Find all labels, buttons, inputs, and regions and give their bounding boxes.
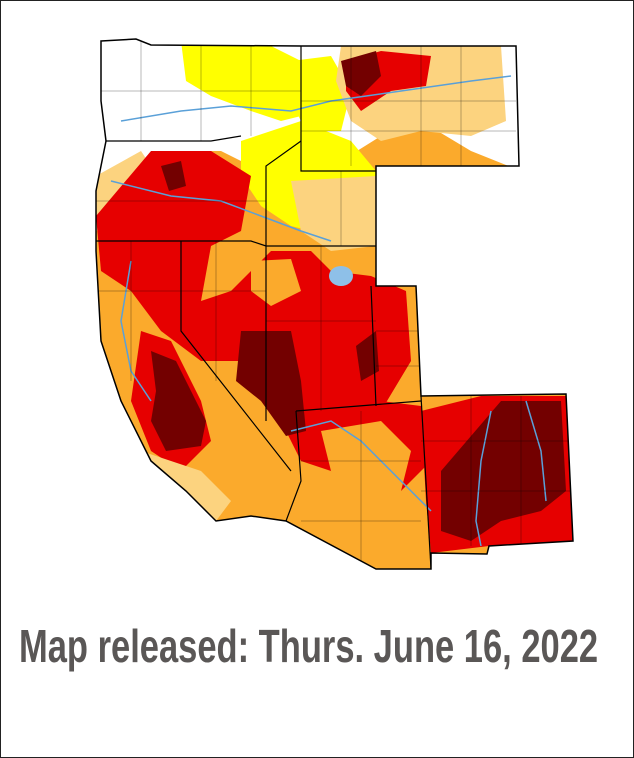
region-outline	[95, 38, 574, 570]
drought-layers	[96, 39, 573, 569]
drought-map	[95, 38, 574, 570]
caption: Map released: Thurs. June 16, 2022	[19, 620, 599, 672]
caption-box: Map released: Thurs. June 16, 2022	[19, 613, 629, 753]
